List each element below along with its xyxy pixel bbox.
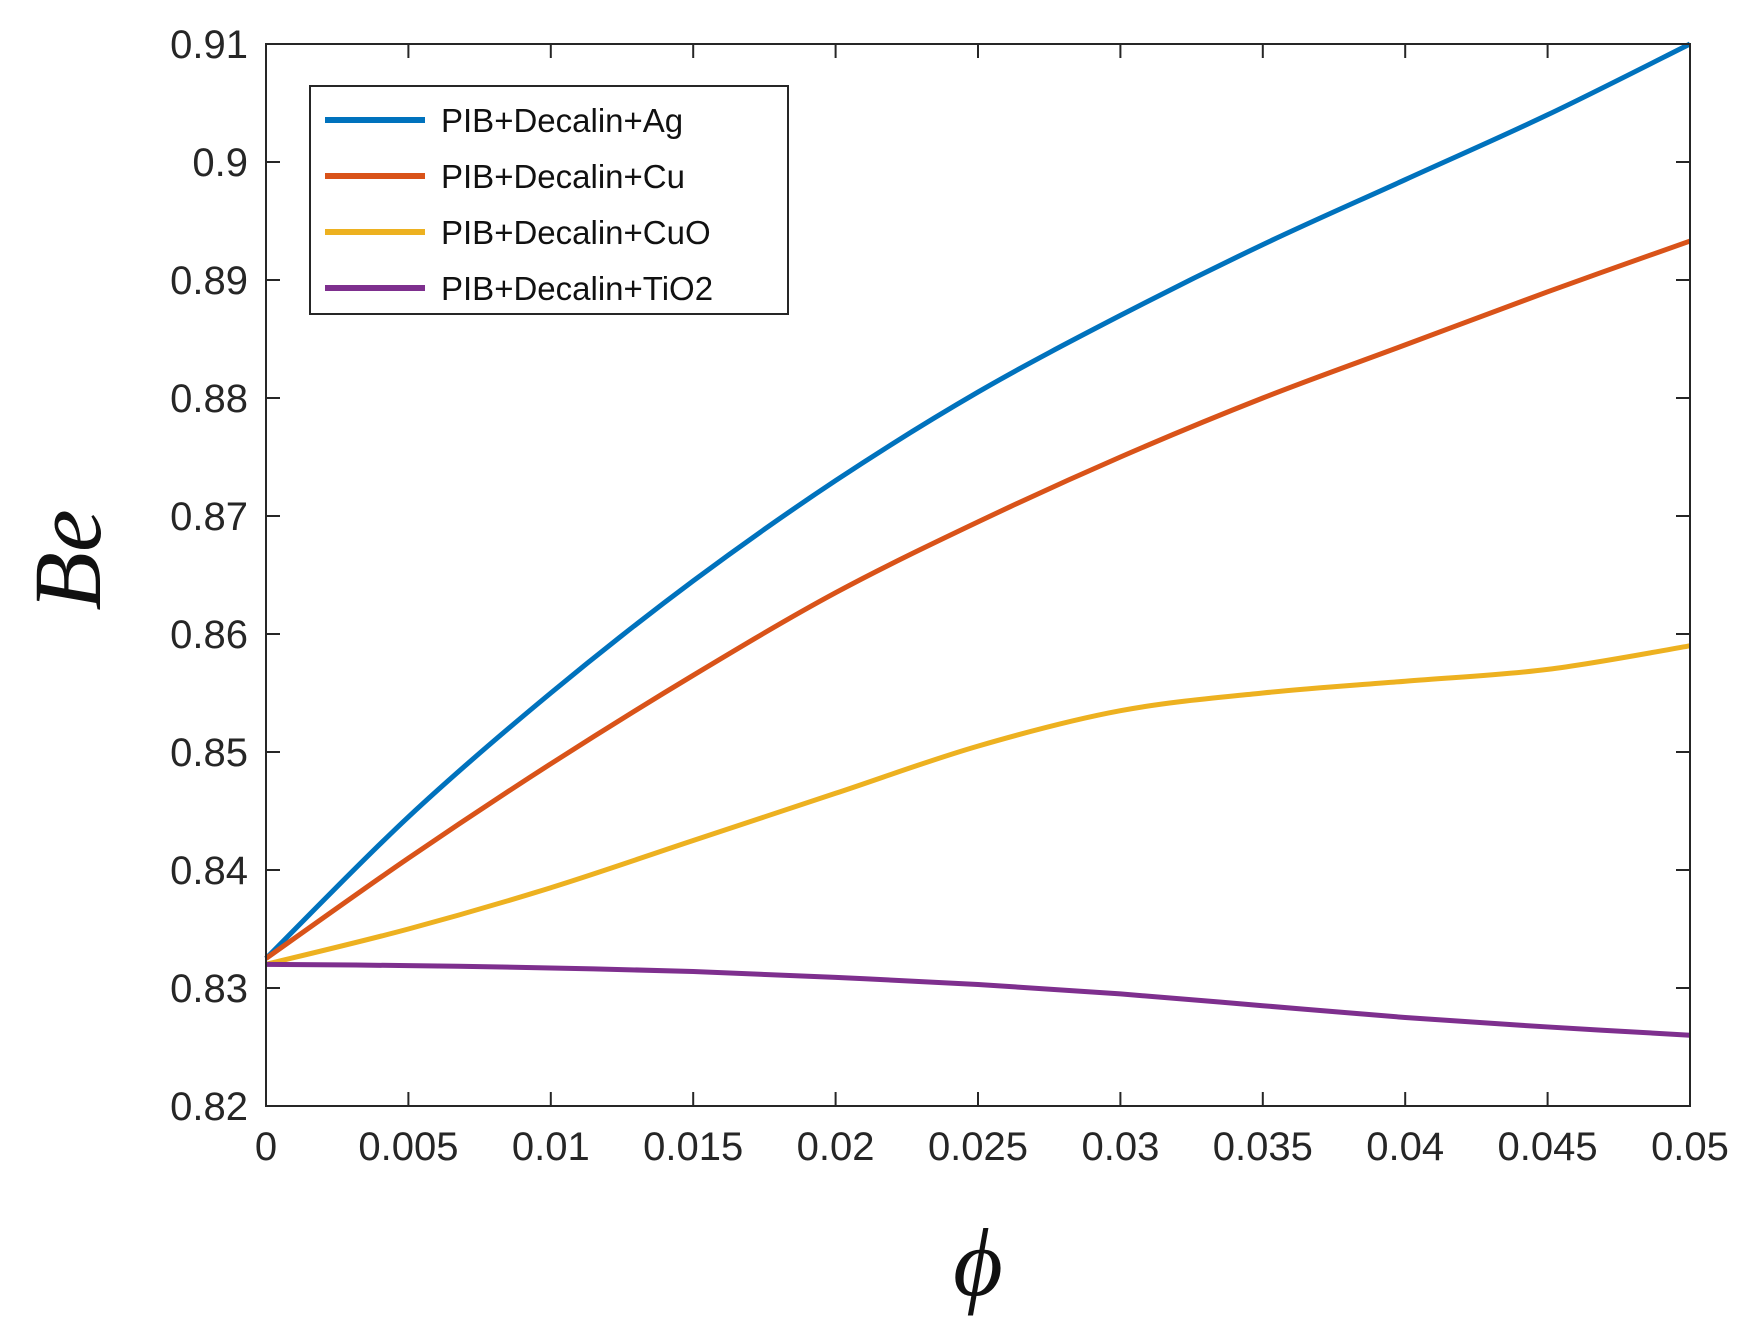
legend-label: PIB+Decalin+CuO	[441, 214, 711, 251]
legend-box	[309, 85, 789, 315]
y-axis-title: Be	[14, 509, 121, 610]
x-tick-label: 0.005	[358, 1125, 458, 1169]
legend-label: PIB+Decalin+Cu	[441, 158, 685, 195]
legend-items: PIB+Decalin+Ag PIB+Decalin+Cu PIB+Decalin+…	[325, 102, 713, 307]
series-line-1	[264, 41, 1692, 961]
x-tick-label: 0.045	[1498, 1125, 1598, 1169]
x-tick-label: 0.01	[512, 1125, 590, 1169]
x-tick-label: 0.03	[1081, 1125, 1159, 1169]
x-axis-title: ϕ	[953, 1209, 1003, 1316]
legend-item-4: PIB+Decalin+TiO2	[325, 270, 713, 307]
x-tick-label: 0.025	[928, 1125, 1028, 1169]
series-line-4	[265, 961, 1691, 1038]
y-tick-label: 0.9	[192, 141, 248, 185]
x-tick-label: 0.04	[1366, 1125, 1444, 1169]
legend-item-1: PIB+Decalin+Ag	[325, 102, 683, 139]
x-tick-label: 0.015	[643, 1125, 743, 1169]
tick-labels-layer: 0 0.005 0.01 0.015 0.02 0.025 0.03 0.035 0.04 0.0…	[170, 23, 1729, 1169]
legend: PIB+Decalin+Ag PIB+Decalin+Cu PIB+Decalin+…	[309, 85, 789, 315]
y-tick-label: 0.85	[170, 731, 248, 775]
legend-label: PIB+Decalin+Ag	[441, 102, 683, 139]
y-tick-label: 0.83	[170, 967, 248, 1011]
y-tick-label: 0.84	[170, 849, 248, 893]
x-tick-label: 0	[255, 1125, 277, 1169]
x-tick-label: 0.035	[1213, 1125, 1313, 1169]
legend-item-2: PIB+Decalin+Cu	[325, 158, 685, 195]
x-tick-label: 0.05	[1651, 1125, 1729, 1169]
y-tick-label: 0.88	[170, 377, 248, 421]
series-line-2	[264, 238, 1691, 961]
y-tick-label: 0.91	[170, 23, 248, 67]
y-tick-label: 0.89	[170, 259, 248, 303]
ticks-layer	[265, 43, 1691, 1107]
legend-label: PIB+Decalin+TiO2	[441, 270, 713, 307]
series-line-3	[265, 643, 1691, 967]
x-tick-label: 0.02	[797, 1125, 875, 1169]
legend-item-3: PIB+Decalin+CuO	[325, 214, 711, 251]
y-tick-label: 0.87	[170, 495, 248, 539]
series-layer	[264, 41, 1692, 1038]
y-tick-label: 0.82	[170, 1085, 248, 1129]
y-tick-label: 0.86	[170, 613, 248, 657]
